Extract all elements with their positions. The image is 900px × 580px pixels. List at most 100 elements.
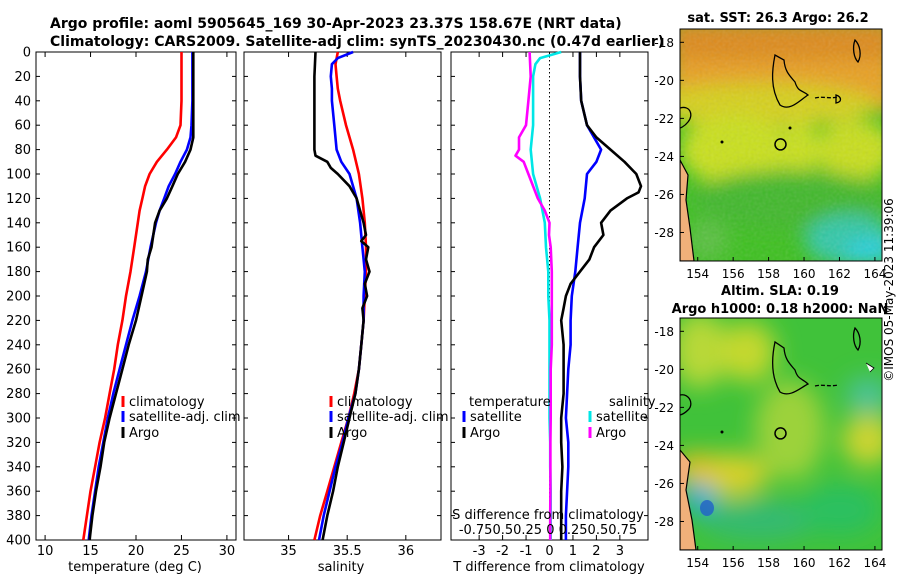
map-lon-label: 156 [722, 556, 745, 570]
salinity-panel: 35 35.5 36 salinity climatology satellite-… [243, 50, 449, 575]
sst-map-frame [679, 28, 883, 262]
map-lon-label: 164 [863, 556, 886, 570]
map-lon-label: 164 [863, 267, 886, 281]
series-line-salinity-satellite [529, 50, 562, 540]
temperature-xlabel: temperature (deg C) [68, 560, 202, 575]
x-tick-label: 25 [173, 544, 190, 559]
map-lat-label: -24 [654, 439, 674, 453]
depth-tick-label: 200 [6, 290, 31, 305]
figure-title-line2: Climatology: CARS2009. Satellite-adj cli… [50, 34, 664, 50]
sst-map-title: sat. SST: 26.3 Argo: 26.2 [687, 11, 868, 26]
temperature-axis-ticks: 10 15 20 25 30 [37, 52, 235, 559]
x-tick-label: 0 [545, 544, 553, 559]
depth-tick-label: 380 [6, 509, 31, 524]
depth-tick-label: 320 [6, 436, 31, 451]
map-lon-label: 160 [793, 267, 816, 281]
depth-tick-label: 100 [6, 168, 31, 183]
x-tick-label: 30 [219, 544, 236, 559]
series-line-climatology [82, 52, 183, 541]
map-lat-label: -20 [654, 74, 674, 88]
x-tick-label: 15 [82, 544, 99, 559]
depth-tick-label: 360 [6, 485, 31, 500]
map-lat-label: -24 [654, 150, 674, 164]
map-lat-label: -22 [654, 112, 674, 126]
map-lat-label: -28 [654, 226, 674, 240]
map-lat-label: -22 [654, 401, 674, 415]
x-tick-label: 1 [569, 544, 577, 559]
x-tick-label: -1 [520, 544, 533, 559]
sla-map-ticks: 154 156 158 160 162 164 -18 -20 -22 -24 -26 -28 [654, 325, 886, 570]
depth-tick-label: 180 [6, 265, 31, 280]
map-lon-label: 162 [828, 267, 851, 281]
x-tick-label: 35.5 [333, 544, 362, 559]
series-line-argo [88, 52, 195, 541]
s-difference-label: S difference from climatology [452, 508, 644, 523]
salinity-legend: climatology satellite-adj. clim Argo [329, 395, 449, 441]
map-lon-label: 158 [757, 267, 780, 281]
difference-lines [514, 50, 643, 540]
temperature-legend: climatology satellite-adj. clim Argo [121, 395, 241, 441]
figure-title-line1: Argo profile: aoml 5905645_169 30-Apr-20… [50, 16, 622, 32]
depth-tick-label: 240 [6, 338, 31, 353]
depth-tick-label: 260 [6, 363, 31, 378]
map-lat-label: -26 [654, 477, 674, 491]
t-difference-xlabel: T difference from climatology [452, 560, 645, 575]
x-tick-label: -3 [473, 544, 486, 559]
legend-sal-satellite-label: satellite [596, 410, 648, 425]
x-tick-label: 2 [592, 544, 600, 559]
depth-tick-label: 60 [14, 119, 31, 134]
depth-tick-label: 340 [6, 460, 31, 475]
map-lon-label: 154 [686, 267, 709, 281]
legend-argo-label: Argo [337, 426, 367, 441]
map-lat-label: -20 [654, 363, 674, 377]
map-lon-label: 154 [686, 556, 709, 570]
argo-position-marker [774, 427, 787, 440]
series-line-temperature-argo [559, 52, 643, 540]
depth-tick-label: 120 [6, 192, 31, 207]
legend-sal-argo-label: Argo [596, 426, 626, 441]
sst-map-ticks: 154 156 158 160 162 164 -18 -20 -22 -24 -26 -28 [654, 36, 886, 281]
temperature-lines [82, 52, 195, 541]
salinity-axis-ticks: 35 35.5 36 [280, 52, 414, 559]
x-tick-label: -2 [496, 544, 509, 559]
map-lon-label: 158 [757, 556, 780, 570]
legend-argo-label: Argo [129, 426, 159, 441]
sst-map-field [680, 29, 882, 261]
sla-map-title-line2: Argo h1000: 0.18 h2000: NaN [672, 302, 889, 317]
x-tick-label: 3 [616, 544, 624, 559]
depth-axis-ticks: 0 20 40 60 80 100 120 140 160 180 200 220 240 260 280 3… [6, 46, 648, 549]
map-lat-label: -18 [654, 36, 674, 50]
legend-climatology-label: climatology [129, 395, 205, 410]
map-lon-label: 162 [828, 556, 851, 570]
sla-map-panel: Altim. SLA: 0.19 Argo h1000: 0.18 h2000:… [654, 284, 889, 570]
depth-tick-label: 400 [6, 534, 31, 549]
legend-salinity-title: salinity [609, 395, 656, 410]
depth-tick-label: 160 [6, 241, 31, 256]
map-lon-label: 156 [722, 267, 745, 281]
s-difference-ticks: -0.750.50.25 0 0.250.50.75 [459, 523, 637, 538]
argo-position-marker [774, 138, 787, 151]
x-tick-label: 20 [128, 544, 145, 559]
map-lat-label: -26 [654, 188, 674, 202]
legend-climatology-label: climatology [337, 395, 413, 410]
temperature-axes-box [35, 51, 237, 541]
depth-tick-label: 20 [14, 70, 31, 85]
series-line-temperature-satellite [564, 52, 603, 540]
depth-tick-label: 140 [6, 216, 31, 231]
series-line-climatology [313, 51, 368, 541]
sla-map-field [680, 318, 882, 550]
legend-satellite-adj-label: satellite-adj. clim [129, 410, 241, 425]
salinity-lines [313, 50, 371, 541]
temperature-panel: 0204060801001201401601802002202402602803… [6, 46, 648, 575]
x-tick-label: 10 [37, 544, 54, 559]
depth-tick-label: 40 [14, 94, 31, 109]
x-tick-label: 36 [398, 544, 415, 559]
sla-map-title-line1: Altim. SLA: 0.19 [721, 284, 839, 299]
sst-map-panel: sat. SST: 26.3 Argo: 26.2 [654, 11, 886, 281]
depth-tick-label: 80 [14, 143, 31, 158]
imos-timestamp: ©IMOS 05-May-2023 11:39:06 [882, 198, 896, 382]
difference-panel: -3 -2 -1 0 1 2 3 S difference from climatology… [450, 50, 656, 575]
legend-temp-satellite-label: satellite [470, 410, 522, 425]
salinity-axes-box [243, 51, 442, 541]
